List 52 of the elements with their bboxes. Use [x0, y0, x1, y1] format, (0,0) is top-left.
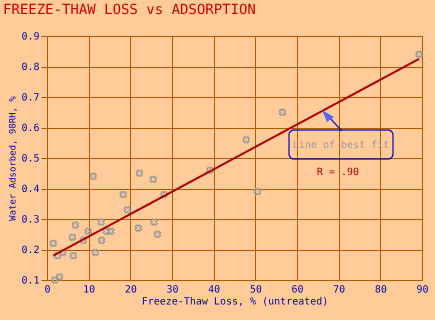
point	[72, 221, 80, 229]
x-tick-label: 70	[333, 284, 346, 296]
point	[278, 108, 286, 116]
x-tick-label: 90	[416, 284, 429, 296]
point	[69, 252, 78, 260]
x-axis-title: Freeze-Thaw Loss, % (untreated)	[142, 296, 328, 308]
point	[136, 169, 144, 178]
point	[415, 50, 423, 58]
point	[160, 190, 168, 198]
point	[149, 176, 158, 184]
point	[59, 248, 67, 256]
point	[92, 248, 100, 256]
y-tick-label: 0.8	[21, 62, 40, 73]
y-tick-label: 0.7	[21, 92, 40, 104]
point	[49, 240, 58, 248]
x-tick-label: 60	[291, 284, 304, 296]
point	[150, 218, 158, 226]
point	[102, 227, 110, 235]
x-tick-label: 20	[124, 284, 137, 296]
point	[89, 172, 98, 180]
x-tick-label: 40	[208, 284, 220, 296]
point	[98, 236, 106, 244]
y-tick-label: 0.3	[21, 214, 40, 226]
point	[206, 166, 214, 174]
point	[56, 273, 64, 281]
y-tick-label: 0.2	[21, 245, 40, 256]
annotation: R = .90	[316, 167, 360, 178]
y-tick-label: 0.6	[21, 123, 40, 134]
point	[124, 206, 132, 214]
point	[154, 230, 162, 238]
point	[51, 276, 59, 284]
x-tick-label: 10	[83, 284, 96, 296]
point	[134, 224, 142, 232]
point	[68, 234, 76, 242]
point	[254, 188, 262, 196]
y-tick-label: 0.4	[21, 184, 40, 195]
y-axis-title: Water Adsorbed, 98RH, %	[8, 96, 18, 221]
x-tick-label: 50	[250, 284, 262, 296]
y-tick-label: 0.5	[21, 154, 40, 164]
x-tick-label: 80	[374, 284, 387, 296]
y-tick-label: 0.9	[21, 32, 40, 42]
point	[119, 190, 128, 198]
point	[106, 227, 115, 235]
point	[54, 252, 62, 260]
point	[97, 218, 105, 226]
point	[84, 227, 92, 235]
chart-title: FREEZE-THAW LOSS vs ADSORPTION	[3, 2, 256, 18]
x-tick-label: 0	[44, 284, 51, 296]
y-tick-label: 0.1	[21, 276, 40, 286]
point	[79, 236, 88, 244]
x-tick-label: 30	[166, 284, 179, 296]
point	[242, 136, 250, 144]
